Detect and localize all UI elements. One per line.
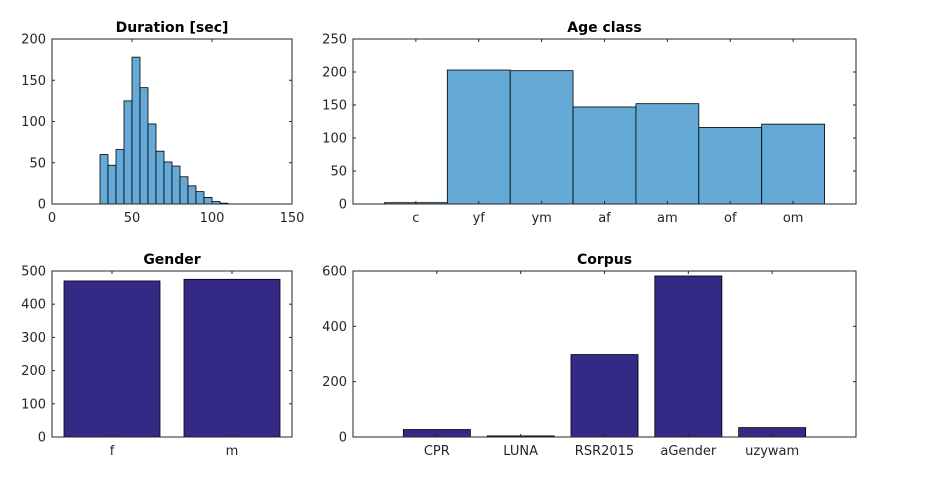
age-bar-ym (509, 70, 574, 205)
duration-histogram-panel: 0 50 100 150 0 50 100 150 200 Duration [sec] (21, 20, 304, 226)
duration-axes-frame (51, 38, 293, 205)
x-tick-label: c (412, 211, 419, 226)
y-tick-label: 500 (21, 265, 46, 280)
y-tick-label: 100 (21, 397, 46, 412)
x-tick-label: LUNA (503, 444, 538, 459)
age-bar-am (635, 103, 700, 205)
corpus-bar-agender (654, 275, 723, 438)
y-tick-label: 600 (322, 265, 347, 280)
x-tick-label: aGender (660, 444, 717, 459)
age-chart-title: Age class (567, 20, 641, 36)
x-tick-label: f (110, 444, 115, 459)
gender-bar-f (63, 280, 161, 438)
y-tick-label: 100 (21, 115, 46, 130)
y-tick-label: 50 (330, 165, 347, 180)
duration-bin-bar (107, 164, 117, 205)
y-tick-label: 250 (322, 33, 347, 48)
gender-axes-frame (51, 270, 293, 438)
x-tick-label: 150 (280, 211, 305, 226)
duration-bin-bar (115, 149, 125, 205)
age-axes-frame (352, 38, 857, 205)
duration-bin-bar (195, 191, 205, 205)
y-tick-label: 0 (38, 198, 46, 213)
corpus-chart-title: Corpus (577, 252, 632, 268)
x-tick-label: ym (531, 211, 551, 226)
corpus-axes-frame (352, 270, 857, 438)
y-tick-label: 0 (339, 198, 347, 213)
gender-chart-panel: f m 0 100 200 300 400 500 Gender (21, 252, 293, 459)
duration-bin-bar (155, 150, 165, 205)
corpus-bar-rsr2015 (570, 354, 639, 438)
y-tick-label: 0 (38, 431, 46, 446)
duration-bin-bar (147, 123, 157, 205)
x-tick-label: af (598, 211, 611, 226)
gender-bar-m (183, 278, 281, 438)
x-tick-label: m (226, 444, 239, 459)
y-tick-label: 200 (21, 33, 46, 48)
duration-bin-bar (131, 56, 141, 205)
age-bar-om (761, 123, 825, 205)
duration-bin-bar (163, 161, 173, 205)
y-tick-label: 50 (29, 156, 46, 171)
x-tick-label: yf (473, 211, 486, 226)
y-tick-label: 400 (322, 320, 347, 335)
y-tick-label: 200 (21, 364, 46, 379)
x-tick-label: 50 (124, 211, 141, 226)
x-tick-label: 0 (48, 211, 56, 226)
y-tick-label: 150 (322, 99, 347, 114)
duration-bin-bar (187, 185, 197, 205)
corpus-chart-panel: CPR LUNA RSR2015 aGender uzywam 0 200 400 600 Cor… (322, 252, 857, 459)
y-tick-label: 0 (339, 431, 347, 446)
age-bar-yf (446, 69, 511, 205)
y-tick-label: 100 (322, 132, 347, 147)
duration-bin-bar (171, 165, 181, 205)
y-tick-label: 200 (322, 66, 347, 81)
age-bar-of (698, 127, 763, 205)
y-tick-label: 400 (21, 298, 46, 313)
x-tick-label: CPR (424, 444, 450, 459)
duration-bin-bar (139, 87, 149, 205)
duration-chart-title: Duration [sec] (116, 20, 229, 36)
duration-bin-bar (99, 154, 109, 205)
y-tick-label: 150 (21, 74, 46, 89)
x-tick-label: om (783, 211, 804, 226)
x-tick-label: am (657, 211, 678, 226)
x-tick-label: of (724, 211, 737, 226)
duration-bin-bar (179, 176, 189, 205)
duration-bin-bar (203, 196, 213, 205)
age-bar-af (572, 106, 637, 205)
duration-bin-bar (123, 100, 133, 205)
age-class-chart-panel: c yf ym af am of om 0 50 100 150 200 250 Age class (322, 20, 857, 226)
x-tick-label: uzywam (745, 444, 799, 459)
x-tick-label: 100 (200, 211, 225, 226)
y-tick-label: 200 (322, 375, 347, 390)
y-tick-label: 300 (21, 331, 46, 346)
gender-chart-title: Gender (143, 252, 200, 268)
x-tick-label: RSR2015 (575, 444, 634, 459)
